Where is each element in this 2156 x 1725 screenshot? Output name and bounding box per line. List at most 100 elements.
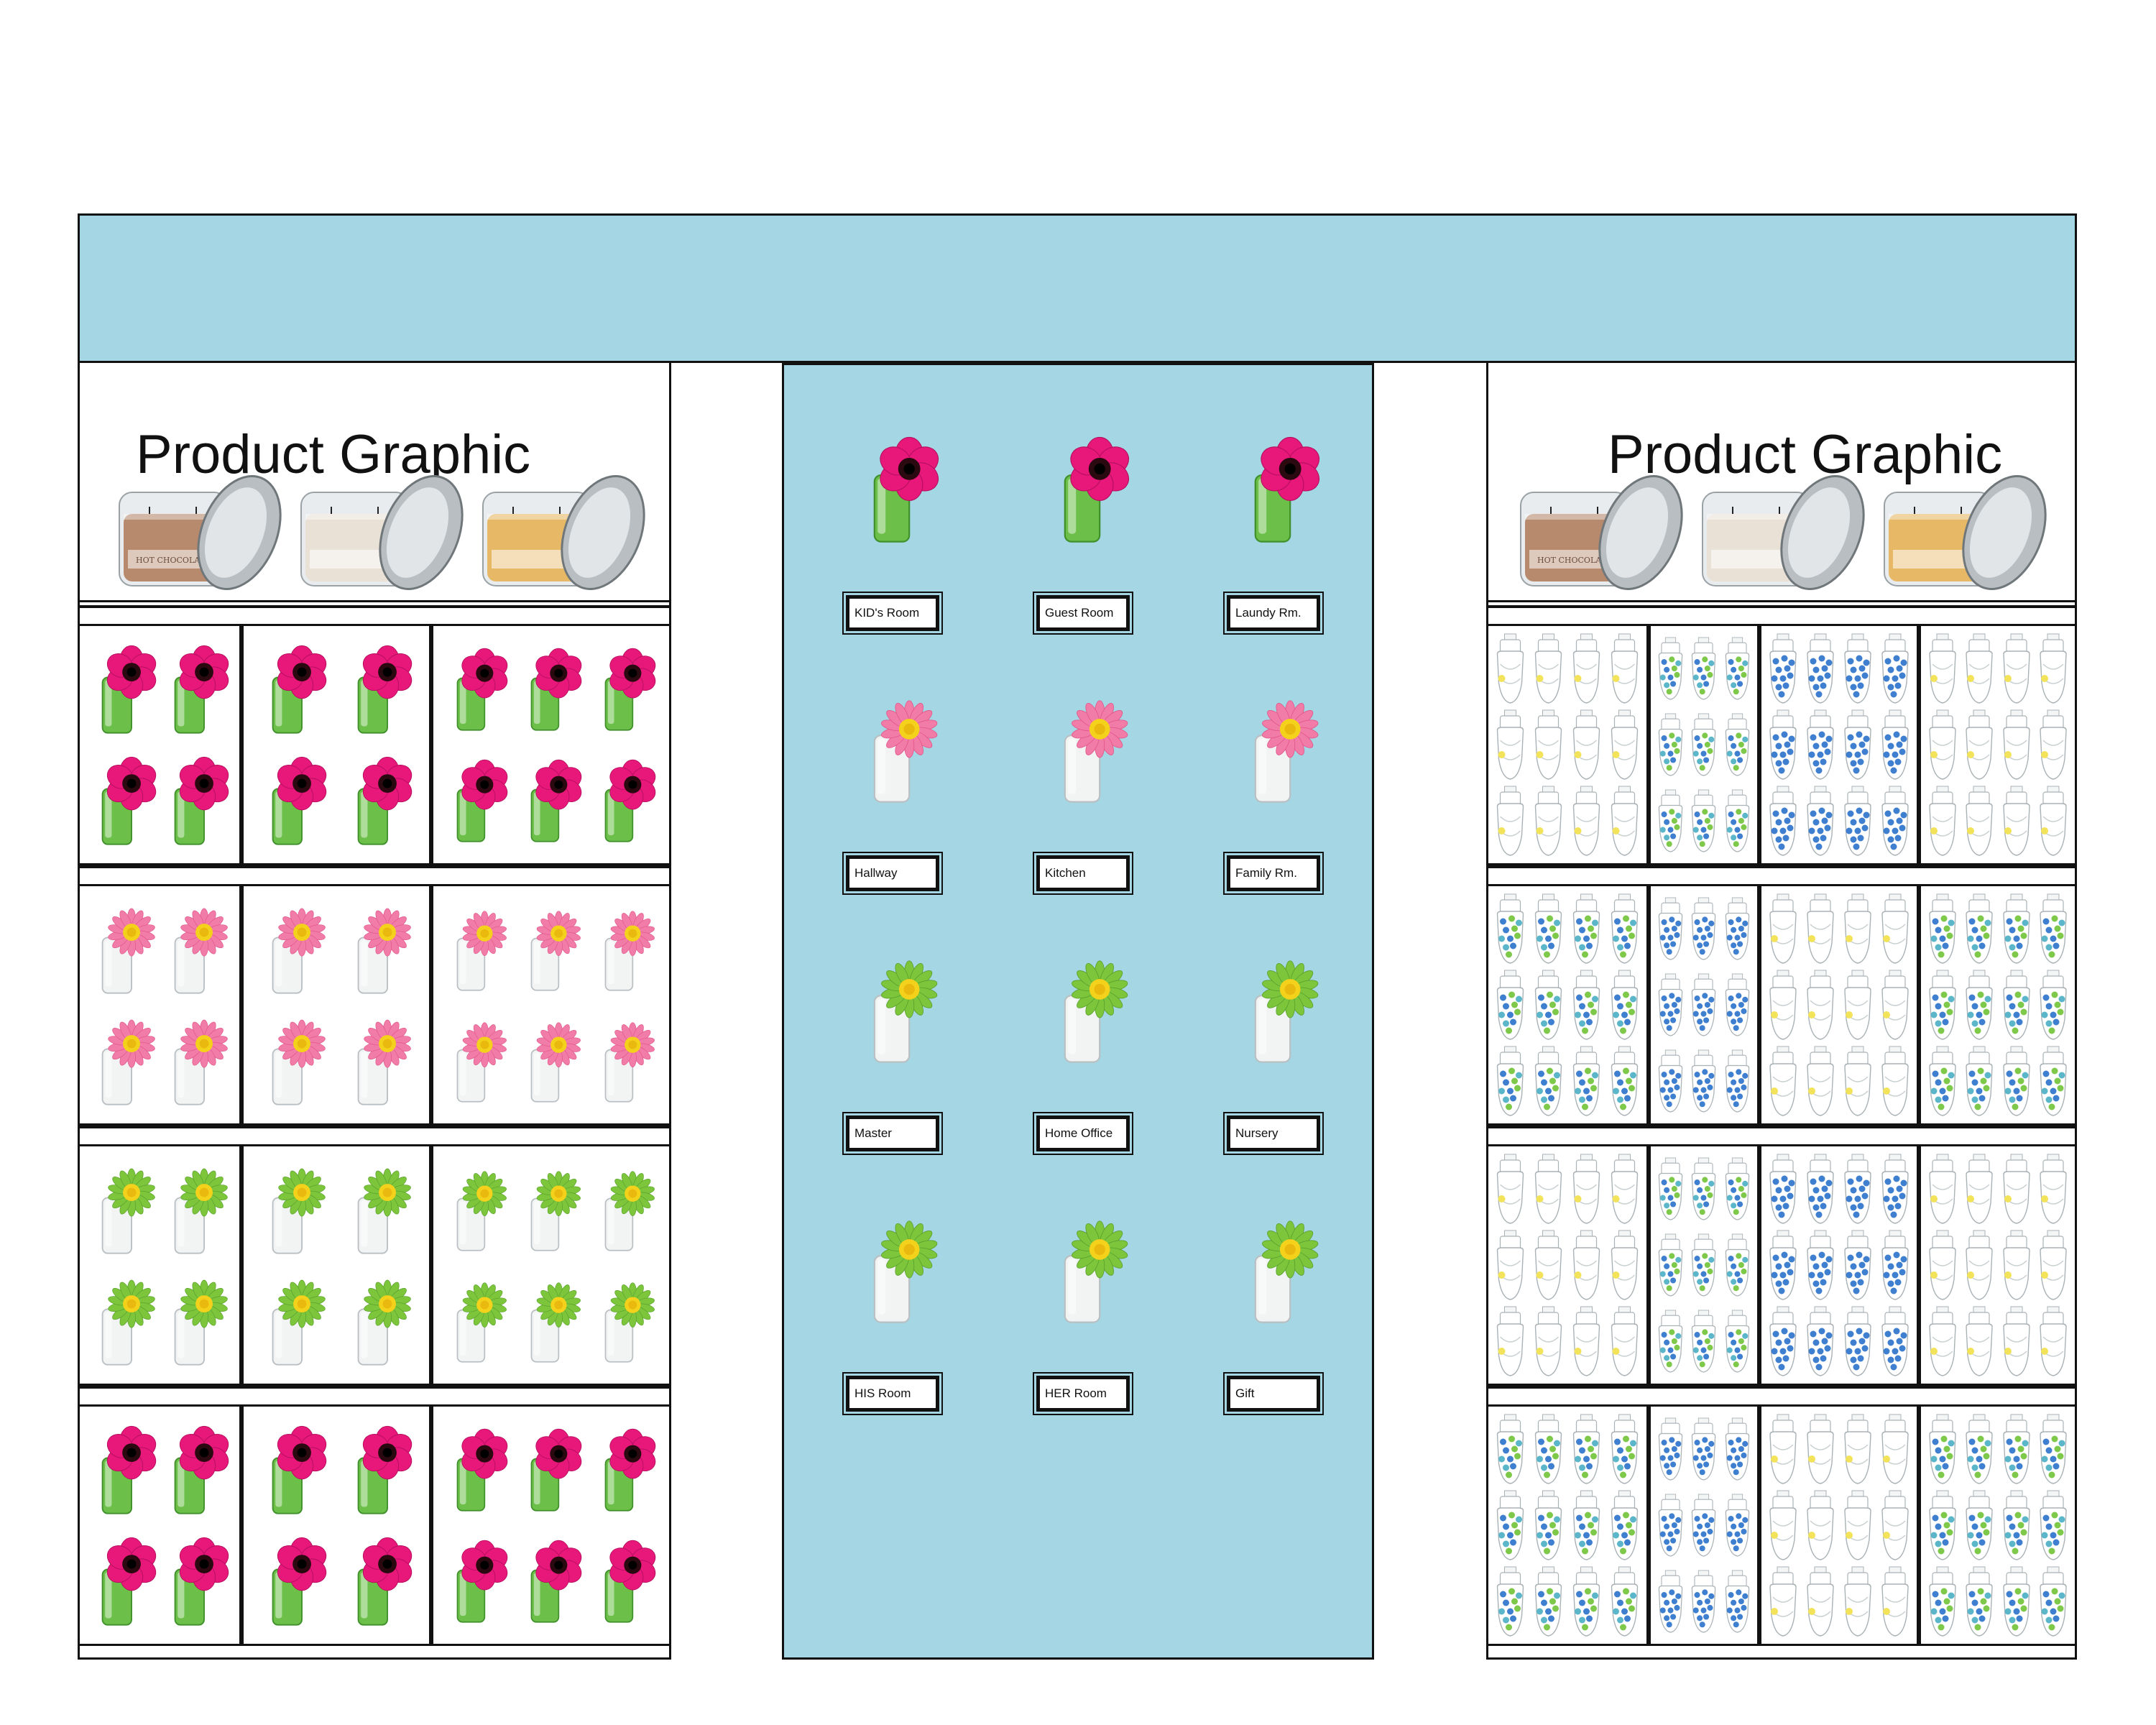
refill-facing-items [1921, 886, 2075, 1123]
refill-bulb-icon [1841, 1305, 1875, 1377]
plug-fragrance-icon [441, 1416, 514, 1524]
refill-bulb-icon [1803, 1413, 1838, 1485]
plug-fragrance-icon [88, 896, 159, 1003]
refill-bulb-icon [1962, 1413, 1996, 1485]
refill-bulb-icon [1841, 1153, 1875, 1225]
plug-fragrance-icon [589, 896, 661, 1003]
brown-candle-jar: HOT CHOCOLATE [114, 464, 286, 593]
refill-bulb-icon [1925, 632, 1960, 704]
plug-fragrance-icon [252, 747, 336, 855]
product-facing-items [433, 886, 669, 1123]
plug-fragrance-icon [1051, 1209, 1130, 1331]
refill-bulb-icon [1607, 1565, 1642, 1637]
refill-bulb-icon [1688, 1305, 1719, 1377]
shelf-rail [1486, 605, 2077, 608]
refill-bulb-icon [1962, 1305, 1996, 1377]
refill-bulb-icon [1722, 893, 1753, 965]
shelf-rail [78, 605, 671, 608]
plug-fragrance-icon [441, 1267, 514, 1375]
refill-bulb-icon [1688, 632, 1719, 704]
refill-bulb-icon [1493, 1045, 1528, 1117]
refill-bulb-icon [1925, 785, 1960, 857]
refill-bulb-icon [2036, 1413, 2070, 1485]
refill-bulb-icon [1962, 893, 1996, 965]
refill-bulb-icon [1688, 785, 1719, 857]
plug-fragrance-icon [160, 635, 231, 743]
refill-bulb-icon [1531, 785, 1566, 857]
room-label: Guest Room [1033, 592, 1133, 635]
product-facing [241, 1144, 431, 1386]
refill-bulb-icon [1925, 893, 1960, 965]
room-label: Family Rm. [1223, 852, 1324, 895]
plug-fragrance-icon [160, 1156, 231, 1264]
refill-bulb-icon [1925, 1305, 1960, 1377]
refill-bulb-icon [1493, 1565, 1528, 1637]
product-facing-items [80, 1146, 239, 1384]
refill-bulb-icon [1925, 969, 1960, 1041]
refill-bulb-icon [1655, 632, 1686, 704]
refill-bulb-icon [1803, 1153, 1838, 1225]
product-facing-items [244, 1146, 429, 1384]
candle-jar-icon [477, 464, 650, 593]
refill-bulb-icon [1569, 1413, 1604, 1485]
refill-bulb-icon [1722, 1229, 1753, 1301]
plug-fragrance-icon [589, 1267, 661, 1375]
refill-bulb-icon [1962, 969, 1996, 1041]
product-facing-items [244, 626, 429, 863]
refill-bulb-icon [1655, 1305, 1686, 1377]
room-label-text: HER Room [1045, 1386, 1107, 1400]
product-facing [431, 624, 671, 865]
refill-bulb-icon [1688, 1489, 1719, 1561]
refill-facing [1919, 624, 2077, 865]
refill-bulb-icon [1766, 1489, 1800, 1561]
refill-bulb-icon [1655, 1413, 1686, 1485]
product-facing-items [244, 1407, 429, 1644]
room-label-text: Master [854, 1126, 892, 1140]
header-banner [78, 213, 2077, 363]
plug-fragrance-icon [88, 1007, 159, 1115]
product-facing-items [244, 886, 429, 1123]
plug-fragrance-icon [160, 1527, 231, 1635]
plug-fragrance-icon [337, 1156, 421, 1264]
plug-fragrance-icon [252, 1267, 336, 1375]
refill-bulb-icon [1722, 1153, 1753, 1225]
cream-candle-jar [1697, 464, 1869, 593]
room-label: Home Office [1033, 1112, 1133, 1155]
product-facing-items [80, 886, 239, 1123]
plug-fragrance-icon [337, 896, 421, 1003]
candle-jar-icon [295, 464, 468, 593]
refill-bulb-icon [1493, 893, 1528, 965]
refill-bulb-icon [1925, 1565, 1960, 1637]
refill-bulb-icon [1841, 969, 1875, 1041]
refill-bulb-icon [1841, 785, 1875, 857]
refill-bulb-icon [1878, 709, 1912, 781]
room-label-text: Family Rm. [1235, 866, 1297, 880]
refill-facing-items [1651, 1407, 1757, 1644]
product-facing [78, 884, 241, 1126]
plug-fragrance-icon [337, 747, 421, 855]
plug-fragrance-icon [515, 1007, 587, 1115]
room-label-text: HIS Room [854, 1386, 911, 1400]
refill-bulb-icon [1722, 1045, 1753, 1117]
refill-bulb-icon [1803, 969, 1838, 1041]
room-label-text: Gift [1235, 1386, 1255, 1400]
refill-bulb-icon [1493, 1305, 1528, 1377]
refill-bulb-icon [1493, 632, 1528, 704]
refill-bulb-icon [1531, 1305, 1566, 1377]
refill-facing-items [1488, 1407, 1646, 1644]
room-label-text: Nursery [1235, 1126, 1279, 1140]
refill-bulb-icon [1722, 709, 1753, 781]
refill-bulb-icon [1607, 1489, 1642, 1561]
left-candle-jars: HOT CHOCOLATE [109, 464, 655, 593]
refill-bulb-icon [1878, 632, 1912, 704]
gold-candle-jar [477, 464, 650, 593]
plug-fragrance-icon [1241, 949, 1320, 1071]
plug-fragrance-icon [515, 635, 587, 743]
refill-bulb-icon [2036, 785, 2070, 857]
refill-bulb-icon [1803, 709, 1838, 781]
refill-bulb-icon [1569, 785, 1604, 857]
refill-bulb-icon [1878, 893, 1912, 965]
shelf-rail [78, 1386, 671, 1389]
refill-bulb-icon [2036, 1045, 2070, 1117]
refill-bulb-icon [1878, 1489, 1912, 1561]
